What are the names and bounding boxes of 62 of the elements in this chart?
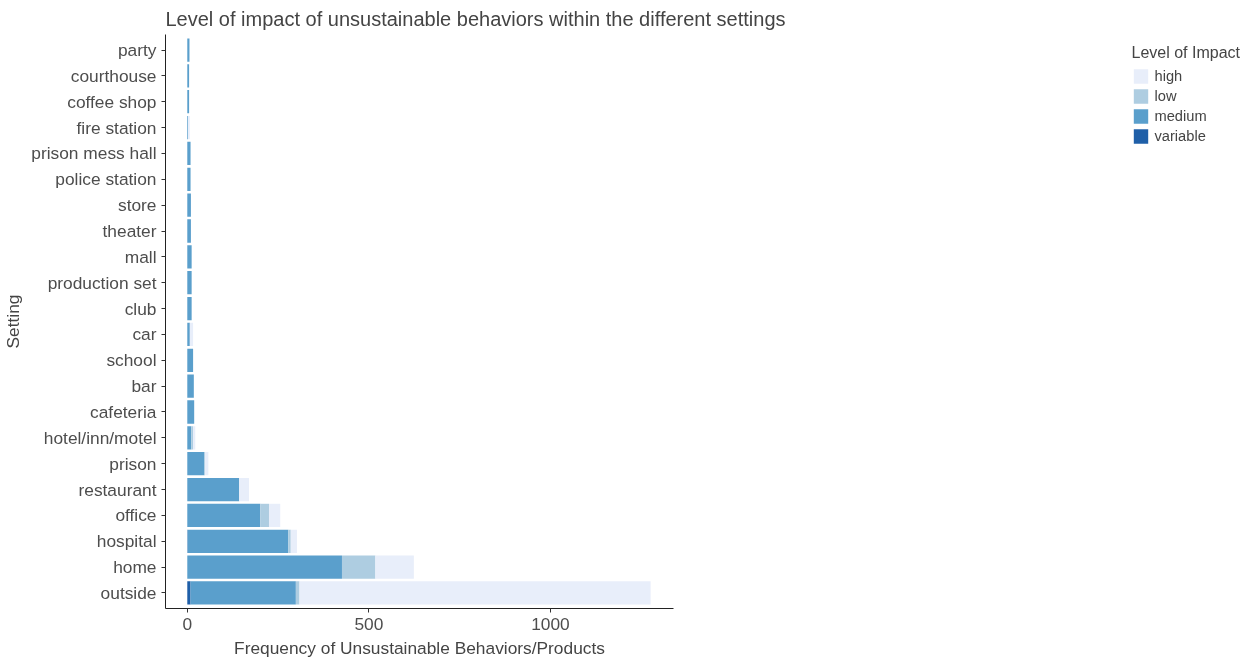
bar [187, 271, 192, 295]
y-tick-label: police station [55, 169, 157, 190]
bar [187, 193, 191, 217]
legend-label: medium [1154, 108, 1207, 124]
bar [187, 322, 190, 347]
bar [239, 477, 250, 502]
bar [187, 503, 261, 528]
x-tick-label: 1000 [531, 613, 570, 634]
y-tick-label: cafeteria [90, 402, 157, 422]
y-tick-label: school [106, 350, 157, 371]
bar [189, 322, 194, 347]
y-tick-label: home [113, 557, 157, 578]
y-tick-label: club [124, 298, 157, 319]
y-tick-label: bar [131, 376, 157, 397]
bar [187, 581, 191, 605]
x-tick-label: 500 [354, 613, 384, 634]
bar [190, 581, 296, 605]
bar [187, 452, 205, 476]
y-tick-label: party [117, 40, 157, 61]
y-tick-label: office [115, 505, 157, 526]
bar [187, 477, 240, 502]
bar [341, 555, 376, 579]
bar [375, 555, 414, 579]
bar [290, 529, 297, 553]
bar [187, 219, 191, 243]
bar [187, 555, 342, 579]
legend-label: variable [1154, 128, 1206, 144]
y-tick-label: hospital [96, 531, 157, 552]
bar [187, 348, 194, 372]
y-tick-label: store [117, 195, 157, 216]
bar [187, 400, 195, 424]
legend-label: high [1154, 68, 1183, 84]
bar [268, 503, 281, 528]
y-tick-label: courthouse [70, 65, 157, 86]
y-tick-label: car [132, 324, 157, 345]
chart-title: Level of impact of unsustainable behaviors within the different settings [165, 7, 786, 30]
y-tick-label: theater [102, 221, 157, 241]
bar [187, 38, 190, 62]
legend-label: low [1154, 88, 1177, 104]
bar [187, 426, 192, 450]
y-tick-label: hotel/inn/motel [43, 427, 157, 448]
bar [187, 245, 192, 269]
bar [299, 581, 651, 605]
y-tick-label: fire station [76, 117, 157, 138]
bar [260, 503, 269, 528]
x-axis-title: Frequency of Unsustainable Behaviors/Products [234, 637, 606, 658]
y-tick-label: mall [124, 246, 157, 267]
legend-title: Level of Impact [1131, 44, 1240, 62]
x-tick-label: 0 [182, 613, 193, 634]
bar [187, 141, 191, 166]
y-tick-label: coffee shop [67, 91, 157, 112]
y-tick-label: restaurant [78, 479, 157, 500]
bar [187, 296, 192, 321]
y-tick-label: outside [100, 582, 157, 603]
bar [187, 167, 191, 191]
y-tick-label: prison [109, 453, 157, 474]
y-tick-label: production set [47, 272, 157, 293]
bar [187, 529, 289, 553]
y-tick-label: prison mess hall [31, 143, 157, 164]
bar [288, 529, 291, 553]
y-axis-title: Setting [3, 294, 24, 349]
bar [187, 374, 194, 398]
